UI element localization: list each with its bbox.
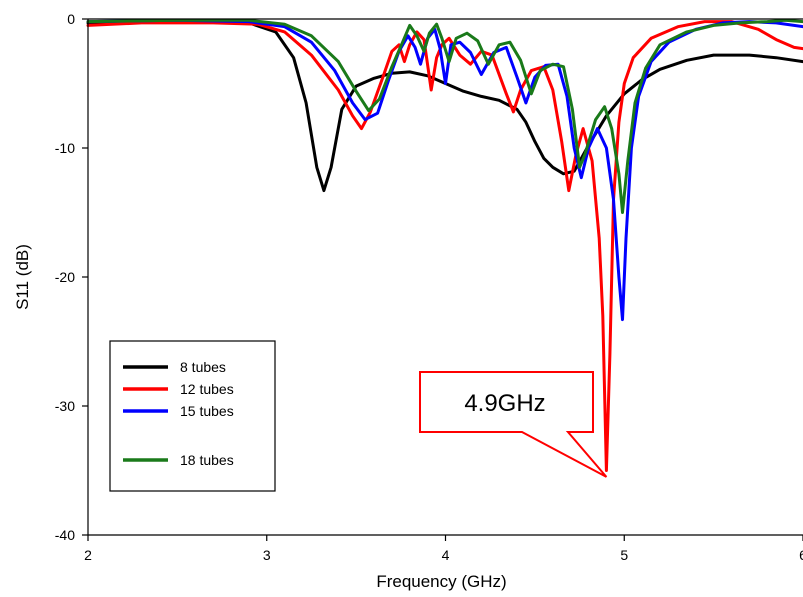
legend-label: 8 tubes [180, 359, 226, 375]
legend: 8 tubes 12 tubes 15 tubes 18 tubes [109, 340, 276, 492]
legend-label: 15 tubes [180, 403, 234, 419]
y-tick-label: 0 [67, 11, 75, 27]
x-axis-title: Frequency (GHz) [376, 572, 506, 591]
x-tick-label: 4 [442, 547, 450, 563]
legend-label: 18 tubes [180, 452, 234, 468]
series-line-15-tubes [86, 18, 803, 322]
series-line-18-tubes [86, 18, 803, 214]
y-tick-label: -20 [55, 269, 75, 285]
callout-label: 4.9GHz [464, 390, 545, 417]
axes: 2 3 4 5 6 0 -10 -20 -30 -40 Frequency (GHz) S11 (dB… [13, 11, 803, 591]
y-tick-label: -10 [55, 140, 75, 156]
x-tick-label: 3 [263, 547, 271, 563]
y-tick-label: -30 [55, 398, 75, 414]
legend-label: 12 tubes [180, 381, 234, 397]
x-tick-label: 5 [620, 547, 628, 563]
y-axis-title: S11 (dB) [13, 244, 32, 310]
x-tick-label: 6 [799, 547, 803, 563]
frequency-callout: 4.9GHz [419, 371, 608, 478]
x-tick-label: 2 [84, 547, 92, 563]
callout-box [419, 371, 608, 478]
y-tick-label: -40 [55, 527, 75, 543]
series-layer [86, 18, 803, 472]
